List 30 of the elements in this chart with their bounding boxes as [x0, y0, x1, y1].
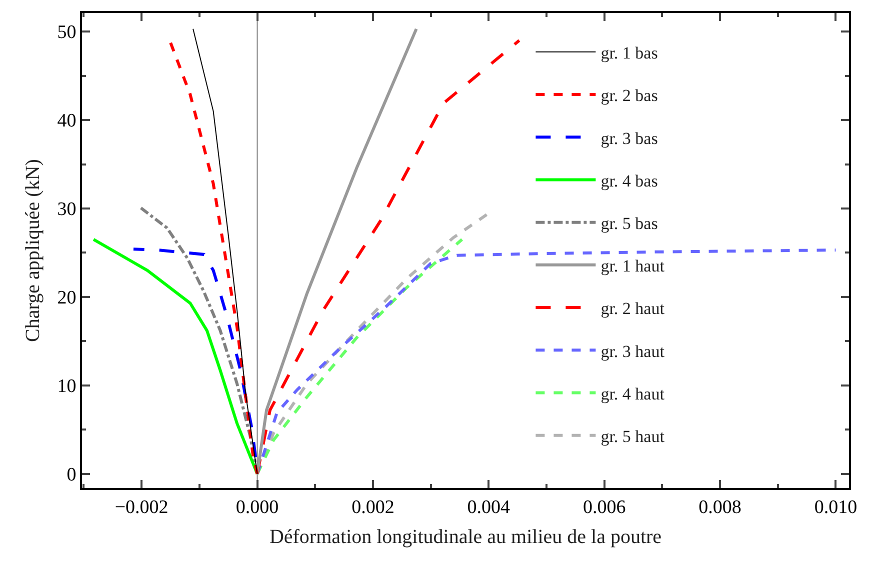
legend-label: gr. 1 haut — [600, 256, 665, 276]
y-tick-label: 10 — [57, 376, 76, 398]
y-tick-label: 50 — [57, 22, 76, 44]
legend-label: gr. 4 bas — [600, 171, 658, 190]
line-series — [256, 238, 464, 476]
line-series — [192, 28, 258, 474]
legend-label: gr. 4 haut — [600, 384, 665, 404]
legend-label: gr. 1 bas — [600, 44, 658, 63]
legend-label: gr. 5 bas — [600, 214, 658, 233]
y-tick-label: 20 — [57, 288, 76, 309]
x-axis-title: Déformation longitudinale au milieu de la poutre — [269, 526, 662, 548]
line-series — [256, 27, 418, 476]
y-tick-label: 0 — [66, 464, 76, 486]
y-tick-label: 40 — [57, 110, 76, 132]
line-series — [132, 248, 258, 459]
x-tick-label: 0.002 — [352, 496, 394, 518]
x-tick-label: 0.004 — [467, 496, 511, 518]
x-tick-label: 0.000 — [236, 496, 279, 518]
x-tick-label: 0.006 — [582, 496, 626, 518]
y-axis-title: Charge appliquée (kN) — [22, 159, 44, 342]
y-tick-label: 30 — [57, 199, 76, 220]
x-tick-label: 0.010 — [814, 496, 858, 518]
legend-label: gr. 5 haut — [600, 426, 665, 446]
x-tick-label: −0.002 — [114, 496, 168, 518]
legend-label: gr. 2 haut — [600, 299, 665, 318]
x-tick-label: 0.008 — [698, 496, 742, 518]
legend-label: gr. 3 haut — [600, 342, 665, 361]
line-series — [92, 238, 259, 476]
legend-label: gr. 2 bas — [600, 86, 658, 106]
legend-label: gr. 3 bas — [600, 128, 658, 148]
